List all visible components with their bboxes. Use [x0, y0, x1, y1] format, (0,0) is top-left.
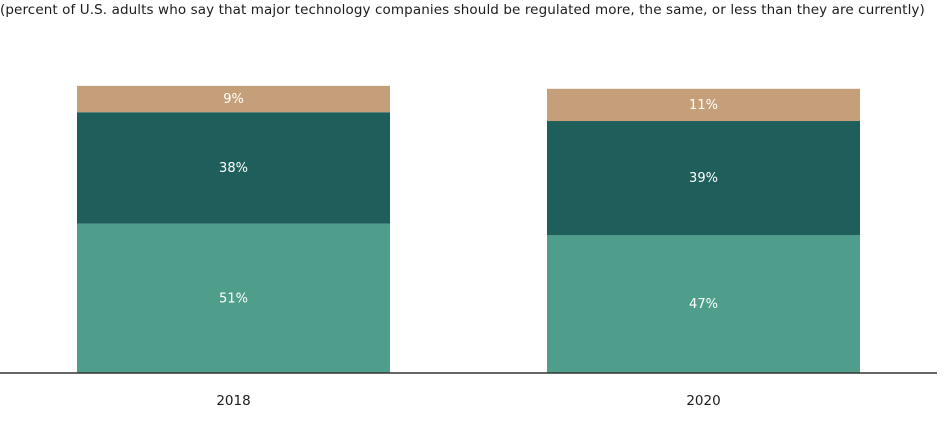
bar-segment-2020-s1 — [547, 235, 860, 373]
bar-segment-2018-s3 — [77, 85, 390, 113]
data-label-2018-s2: 38% — [219, 161, 248, 176]
bar-segment-2018-s1 — [77, 223, 390, 373]
bar-segment-2018-s2 — [77, 112, 390, 224]
data-label-2018-s3: 9% — [223, 92, 244, 107]
data-label-2020-s3: 11% — [689, 98, 718, 113]
category-label-2020: 2020 — [686, 393, 720, 409]
data-label-2020-s2: 39% — [689, 171, 718, 186]
chart-subtitle: (percent of U.S. adults who say that maj… — [0, 2, 925, 18]
bars-group: 51% 38% 9% 47% 39% 11% — [77, 85, 860, 373]
category-labels-group: 2018 2020 — [216, 393, 720, 409]
data-label-2020-s1: 47% — [689, 297, 718, 312]
data-label-2018-s1: 51% — [219, 291, 248, 306]
bar-segment-2020-s2 — [547, 121, 860, 236]
bar-segment-2020-s3 — [547, 88, 860, 122]
category-label-2018: 2018 — [216, 393, 250, 409]
